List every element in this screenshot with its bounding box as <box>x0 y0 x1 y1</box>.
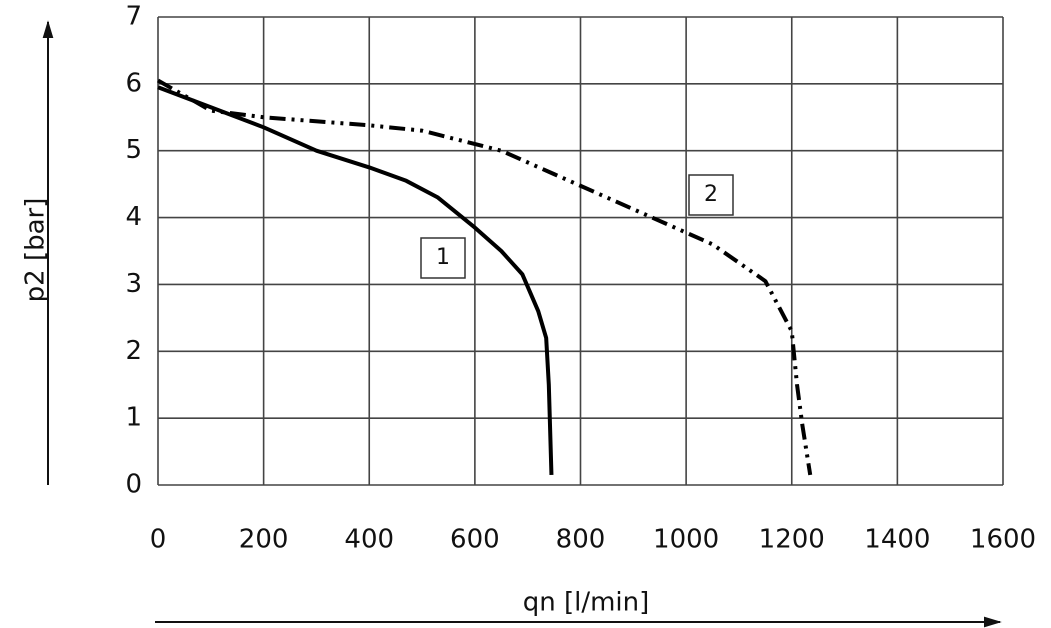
y-axis-title: p2 [bar] <box>21 198 51 303</box>
x-axis-title: qn [l/min] <box>523 588 650 618</box>
series-label-box <box>688 174 734 216</box>
y-tick-label: 3 <box>125 269 142 299</box>
x-tick-label: 600 <box>450 525 500 555</box>
x-tick-label: 1000 <box>653 525 719 555</box>
x-tick-label: 200 <box>239 525 289 555</box>
y-tick-label: 6 <box>125 68 142 98</box>
x-tick-label: 0 <box>150 525 167 555</box>
y-tick-label: 0 <box>125 470 142 500</box>
x-tick-label: 400 <box>344 525 394 555</box>
series-label-box <box>420 237 466 279</box>
y-tick-label: 7 <box>125 2 142 32</box>
x-tick-label: 1600 <box>970 525 1036 555</box>
y-tick-label: 5 <box>125 135 142 165</box>
x-tick-label: 1400 <box>864 525 930 555</box>
series-line <box>157 78 813 476</box>
series-line <box>157 85 554 476</box>
x-tick-label: 1200 <box>759 525 825 555</box>
series-label: 2 <box>704 182 718 207</box>
y-tick-label: 4 <box>125 202 142 232</box>
series-label: 1 <box>436 245 450 270</box>
y-tick-label: 2 <box>125 336 142 366</box>
y-tick-label: 1 <box>125 403 142 433</box>
x-tick-label: 800 <box>556 525 606 555</box>
